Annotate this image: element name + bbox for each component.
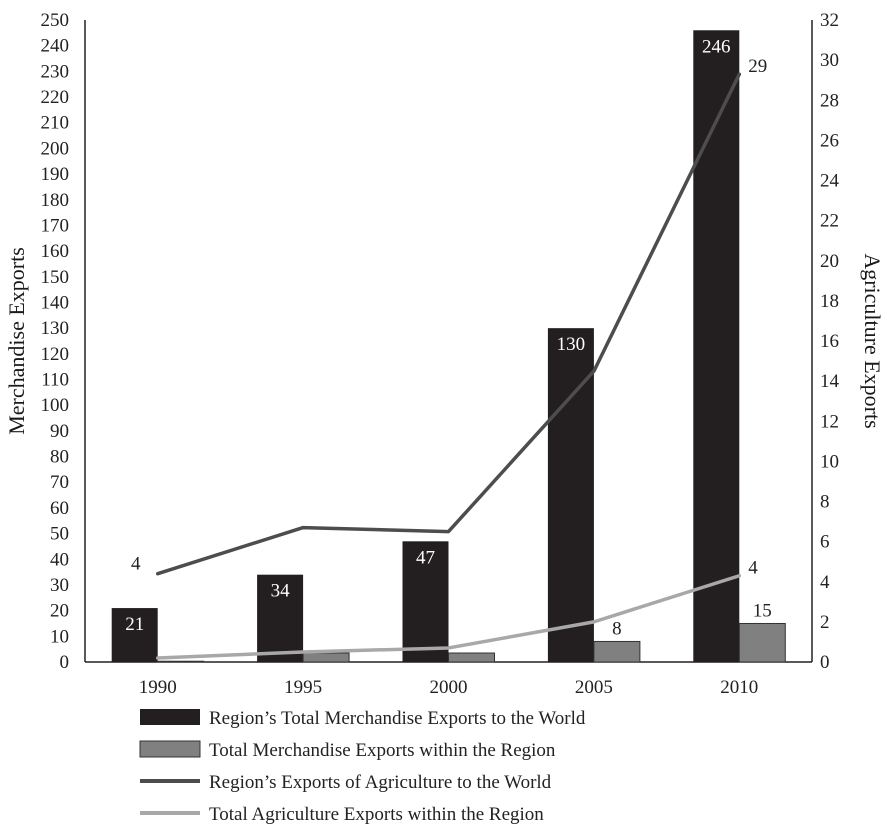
legend-label: Region’s Exports of Agriculture to the W… [209, 772, 552, 793]
y-right-tick-label: 24 [820, 171, 840, 192]
lines-group [155, 72, 742, 660]
legend-label: Region’s Total Merchandise Exports to th… [209, 708, 586, 729]
y-axis-right-title: Agriculture Exports [860, 253, 885, 428]
y-left-tick-label: 20 [50, 601, 69, 622]
line-agriculture-within-region [155, 573, 742, 660]
y-left-tick-label: 220 [41, 87, 70, 108]
x-tick-label: 1990 [139, 677, 177, 698]
x-tick-label: 2010 [720, 677, 758, 698]
y-left-tick-label: 30 [50, 575, 69, 596]
bar-total-merchandise [111, 608, 158, 662]
y-left-tick-label: 160 [41, 241, 70, 262]
bar-within-region-merchandise [593, 640, 641, 663]
y-left-tick-label: 200 [41, 138, 70, 159]
y-left-tick-label: 230 [41, 61, 70, 82]
bar-within-region-merchandise [448, 652, 495, 663]
y-right-tick-label: 28 [820, 90, 839, 111]
y-left-tick-label: 60 [50, 498, 69, 519]
y-left-tick-label: 90 [50, 421, 69, 442]
legend: Region’s Total Merchandise Exports to th… [139, 708, 586, 825]
line-data-label: 4 [131, 554, 141, 575]
y-right-tick-label: 16 [820, 331, 839, 352]
y-left-tick-label: 80 [50, 447, 69, 468]
axes-group: 0102030405060708090100110120130140150160… [4, 10, 885, 698]
bar-data-label: 15 [753, 600, 772, 621]
y-left-tick-label: 110 [41, 370, 69, 391]
bar-total-merchandise [547, 328, 594, 662]
y-right-tick-label: 4 [820, 572, 830, 593]
y-left-tick-label: 100 [41, 395, 70, 416]
y-right-tick-label: 12 [820, 411, 839, 432]
bar-within-region-merchandise [157, 660, 205, 663]
bar-data-label: 34 [271, 581, 291, 602]
y-left-tick-label: 70 [50, 472, 69, 493]
y-left-tick-label: 50 [50, 524, 69, 545]
y-right-tick-label: 30 [820, 50, 839, 71]
y-axis-left-title: Merchandise Exports [4, 247, 29, 435]
y-left-tick-label: 180 [41, 190, 70, 211]
line-data-label: 4 [748, 558, 758, 579]
y-left-tick-label: 0 [60, 652, 70, 673]
y-right-tick-label: 2 [820, 612, 830, 633]
bar-within-region-merchandise [302, 652, 350, 663]
y-right-tick-label: 20 [820, 251, 839, 272]
y-left-tick-label: 250 [41, 10, 70, 31]
y-right-tick-label: 8 [820, 492, 830, 513]
bar-total-merchandise [693, 30, 740, 663]
y-right-tick-label: 26 [820, 130, 839, 151]
legend-label: Total Agriculture Exports within the Reg… [209, 804, 544, 825]
y-left-tick-label: 190 [41, 164, 70, 185]
y-left-tick-label: 240 [41, 36, 70, 57]
y-right-tick-label: 10 [820, 451, 839, 472]
y-left-tick-label: 120 [41, 344, 70, 365]
y-left-tick-label: 130 [41, 318, 70, 339]
legend-swatch [140, 709, 200, 725]
y-left-tick-label: 140 [41, 292, 70, 313]
y-right-tick-label: 32 [820, 10, 839, 31]
bar-data-label: 21 [125, 614, 144, 635]
bar-total-merchandise [257, 574, 304, 662]
bar-data-label: 246 [702, 36, 731, 57]
x-tick-label: 1995 [284, 677, 322, 698]
legend-swatch [139, 740, 201, 758]
y-left-tick-label: 170 [41, 215, 70, 236]
y-left-tick-label: 210 [41, 113, 70, 134]
y-right-tick-label: 22 [820, 211, 839, 232]
y-left-tick-label: 150 [41, 267, 70, 288]
y-right-tick-label: 18 [820, 291, 839, 312]
y-left-tick-label: 10 [50, 626, 69, 647]
line-agriculture-to-world [155, 72, 742, 576]
x-tick-label: 2005 [575, 677, 613, 698]
legend-label: Total Merchandise Exports within the Reg… [209, 740, 556, 761]
data-labels-group: 21 34 47 130 246 8 15 4 29 4 [125, 36, 772, 639]
y-right-tick-label: 14 [820, 371, 840, 392]
bar-within-region-merchandise [738, 622, 786, 663]
bars-group [111, 30, 786, 663]
y-left-tick-label: 40 [50, 549, 69, 570]
y-right-tick-label: 0 [820, 652, 830, 673]
bar-data-label: 47 [416, 547, 435, 568]
bar-data-label: 130 [557, 334, 586, 355]
line-data-label: 29 [748, 56, 767, 77]
bar-total-merchandise [402, 541, 449, 662]
bar-data-label: 8 [612, 618, 622, 639]
x-tick-label: 2000 [430, 677, 468, 698]
y-right-tick-label: 6 [820, 532, 830, 553]
